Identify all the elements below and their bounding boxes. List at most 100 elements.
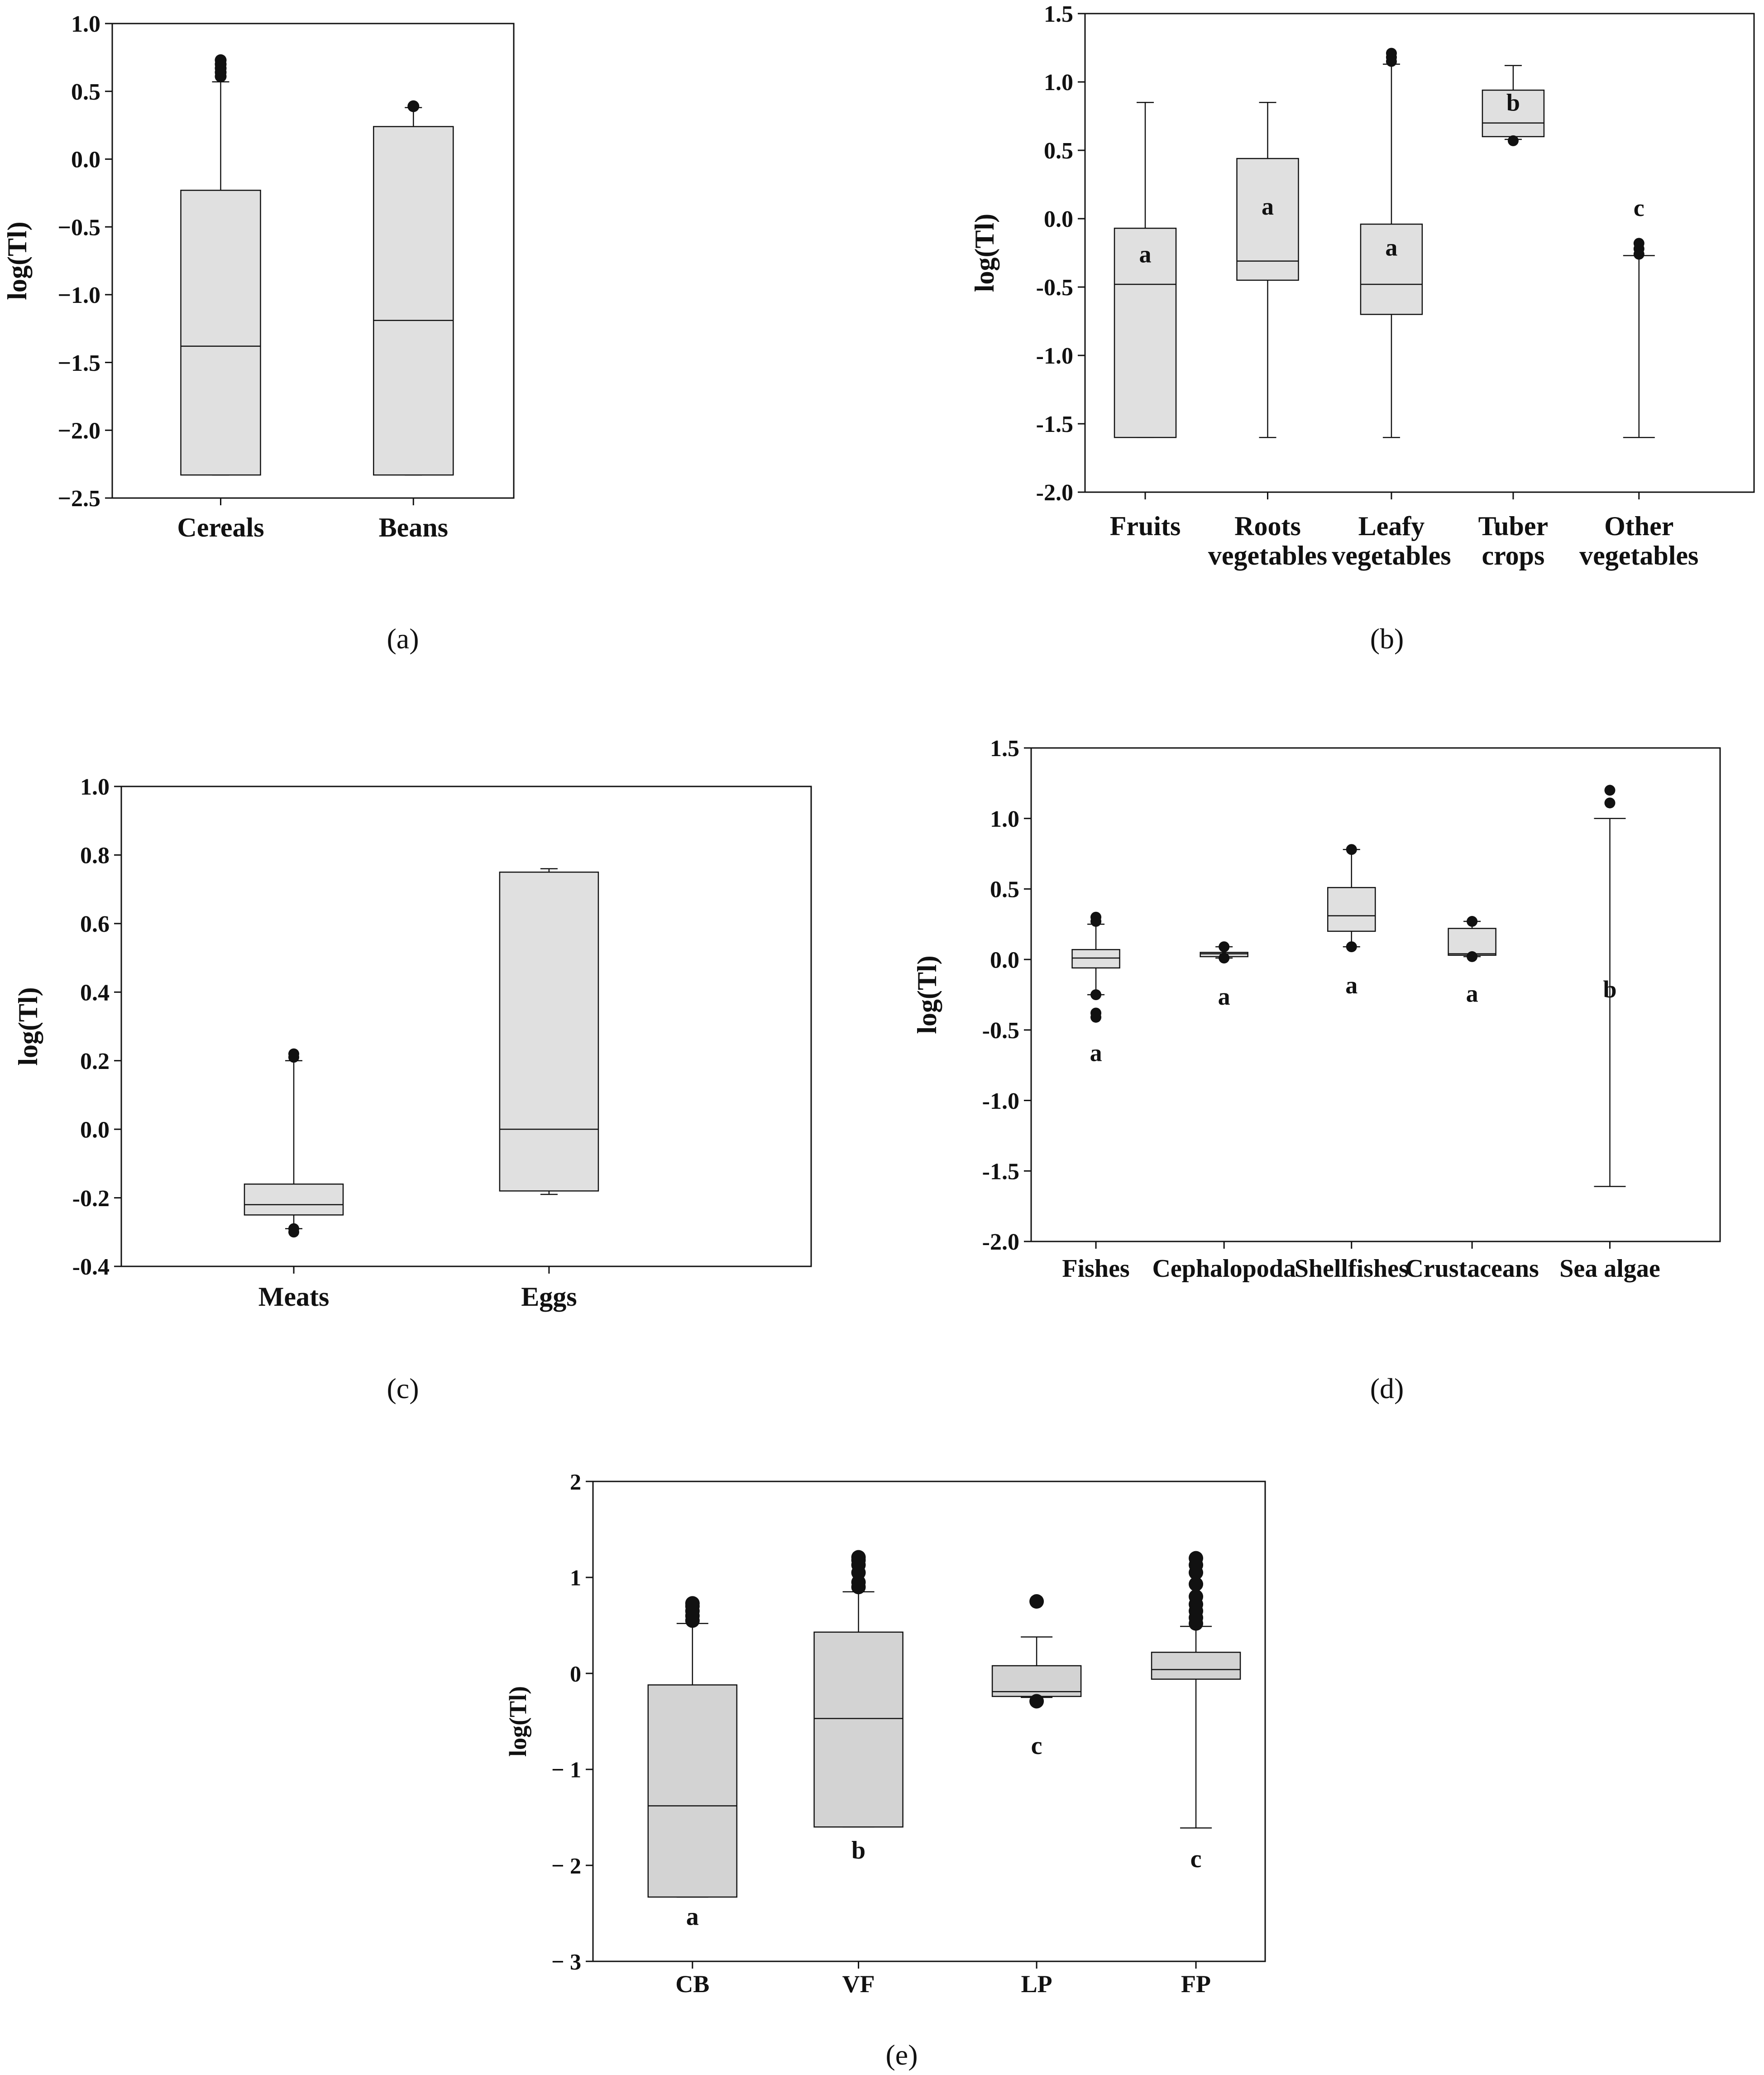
y-tick-label: -0.5 — [982, 1018, 1019, 1044]
outlier-point — [1090, 989, 1102, 1000]
category-label: FP — [1181, 1970, 1211, 1998]
outlier-point — [215, 54, 227, 66]
y-axis-label: log(Tl) — [13, 987, 43, 1065]
significance-letter: a — [1139, 241, 1152, 268]
outlier-point — [1346, 844, 1357, 855]
plot-frame — [592, 1481, 1266, 1962]
y-tick-label: -1.0 — [982, 1088, 1019, 1114]
y-tick-label: 2 — [570, 1469, 581, 1495]
y-tick-label: − 2 — [551, 1853, 581, 1879]
y-tick-label: 1 — [570, 1565, 581, 1591]
significance-letter: b — [851, 1836, 865, 1864]
caption-a: (a) — [387, 623, 419, 655]
box-e-1: b VF — [813, 1550, 904, 1998]
outlier-point — [407, 100, 420, 112]
outlier-point — [1346, 941, 1357, 953]
outlier-point — [1604, 797, 1616, 809]
y-tick-label: 0.0 — [1044, 206, 1073, 232]
box-d-2: a Shellfishes — [1295, 844, 1409, 1283]
iqr-box — [180, 190, 261, 476]
outlier-point — [685, 1596, 700, 1611]
outlier-point — [1189, 1589, 1204, 1604]
panel-e: 2 1 0 − 1 − 2 − 3 log(Tl) a CB b VF c LP c FP — [504, 1469, 1266, 1998]
caption-d: (d) — [1370, 1372, 1404, 1404]
significance-letter: c — [1634, 194, 1644, 221]
caption-b: (b) — [1370, 623, 1404, 655]
y-tick-label: 1.5 — [1044, 1, 1073, 27]
outlier-point — [1090, 1011, 1102, 1023]
y-tick-label: -2.0 — [1036, 480, 1073, 506]
category-label: Meats — [258, 1282, 330, 1312]
category-label: CB — [675, 1970, 709, 1998]
y-tick-label: -0.4 — [72, 1254, 110, 1280]
y-tick-label: 0.0 — [990, 947, 1019, 973]
panel-c: 1.0 0.8 0.6 0.4 0.2 0.0 -0.2 -0.4 log(Tl) Meats Eg… — [13, 774, 812, 1312]
y-tick-label: 0.0 — [80, 1117, 110, 1143]
outlier-point — [1029, 1694, 1044, 1709]
y-tick-label: −1.0 — [57, 283, 100, 308]
iqr-box — [813, 1631, 904, 1828]
y-axis-label: log(Tl) — [2, 221, 32, 300]
box-b-1: a Roots vegetables — [1208, 102, 1327, 570]
plot-frame — [1030, 747, 1721, 1242]
significance-letter: a — [686, 1902, 699, 1931]
outlier-point — [1633, 249, 1644, 260]
iqr-box — [1236, 158, 1299, 281]
outlier-point — [288, 1227, 299, 1238]
significance-letter: a — [1218, 983, 1230, 1010]
category-label: Tuber crops — [1478, 511, 1549, 570]
category-label: Eggs — [521, 1282, 577, 1312]
outlier-point — [1604, 785, 1616, 796]
category-label: Sea algae — [1559, 1255, 1660, 1283]
outlier-point — [1386, 48, 1397, 59]
iqr-box — [1151, 1652, 1241, 1680]
y-tick-label: -2.0 — [982, 1229, 1019, 1255]
y-tick-label: 0.4 — [80, 980, 110, 1006]
significance-letter: a — [1385, 234, 1397, 261]
outlier-point — [1219, 953, 1230, 964]
outlier-point — [288, 1048, 299, 1059]
panel-d: 1.5 1.0 0.5 0.0 -0.5 -1.0 -1.5 -2.0 log(Tl) a Fish… — [912, 736, 1721, 1283]
outlier-point — [851, 1550, 866, 1565]
category-label: Other vegetables — [1579, 511, 1698, 570]
box-d-3: a Crustaceans — [1405, 916, 1539, 1283]
y-tick-label: -0.5 — [1036, 275, 1073, 301]
y-tick-label: -1.0 — [1036, 343, 1073, 369]
y-tick-label: −0.5 — [57, 215, 100, 240]
box-c-1: Eggs — [499, 868, 599, 1312]
significance-letter: b — [1506, 89, 1520, 116]
category-label: LP — [1021, 1970, 1052, 1998]
y-tick-label: 0.0 — [71, 147, 100, 173]
y-tick-label: -1.5 — [1036, 412, 1073, 437]
y-tick-label: − 3 — [551, 1949, 581, 1974]
box-c-0: Meats — [244, 1048, 344, 1312]
outlier-point — [1467, 916, 1478, 927]
y-axis-label: log(Tl) — [970, 214, 999, 292]
y-tick-label: −2.0 — [57, 418, 100, 444]
y-tick-label: 1.5 — [990, 736, 1019, 762]
significance-letter: c — [1031, 1732, 1042, 1760]
plot-frame — [1084, 13, 1755, 493]
y-tick-label: 1.0 — [80, 774, 110, 800]
category-label: Fishes — [1062, 1255, 1129, 1283]
category-label: Shellfishes — [1295, 1255, 1409, 1283]
y-tick-label: 0 — [570, 1661, 581, 1687]
box-b-4: c Other vegetables — [1579, 194, 1698, 570]
iqr-box — [647, 1684, 738, 1898]
panel-b: 1.5 1.0 0.5 0.0 -0.5 -1.0 -1.5 -2.0 log(Tl) a Frui… — [970, 1, 1755, 570]
y-axis-label: log(Tl) — [912, 955, 942, 1034]
y-tick-label: 0.5 — [71, 79, 100, 105]
box-d-0: a Fishes — [1062, 911, 1130, 1283]
significance-letter: b — [1603, 976, 1616, 1003]
y-tick-label: 1.0 — [990, 806, 1019, 832]
y-tick-label: 0.5 — [1044, 138, 1073, 164]
y-tick-label: -0.2 — [72, 1186, 110, 1212]
outlier-point — [1507, 135, 1519, 146]
significance-letter: a — [1466, 980, 1478, 1007]
iqr-box — [244, 1184, 344, 1216]
y-tick-label: − 1 — [551, 1757, 581, 1783]
outlier-point — [1090, 916, 1102, 927]
category-label: Leafy vegetables — [1332, 511, 1451, 570]
category-label: Cereals — [177, 513, 264, 542]
